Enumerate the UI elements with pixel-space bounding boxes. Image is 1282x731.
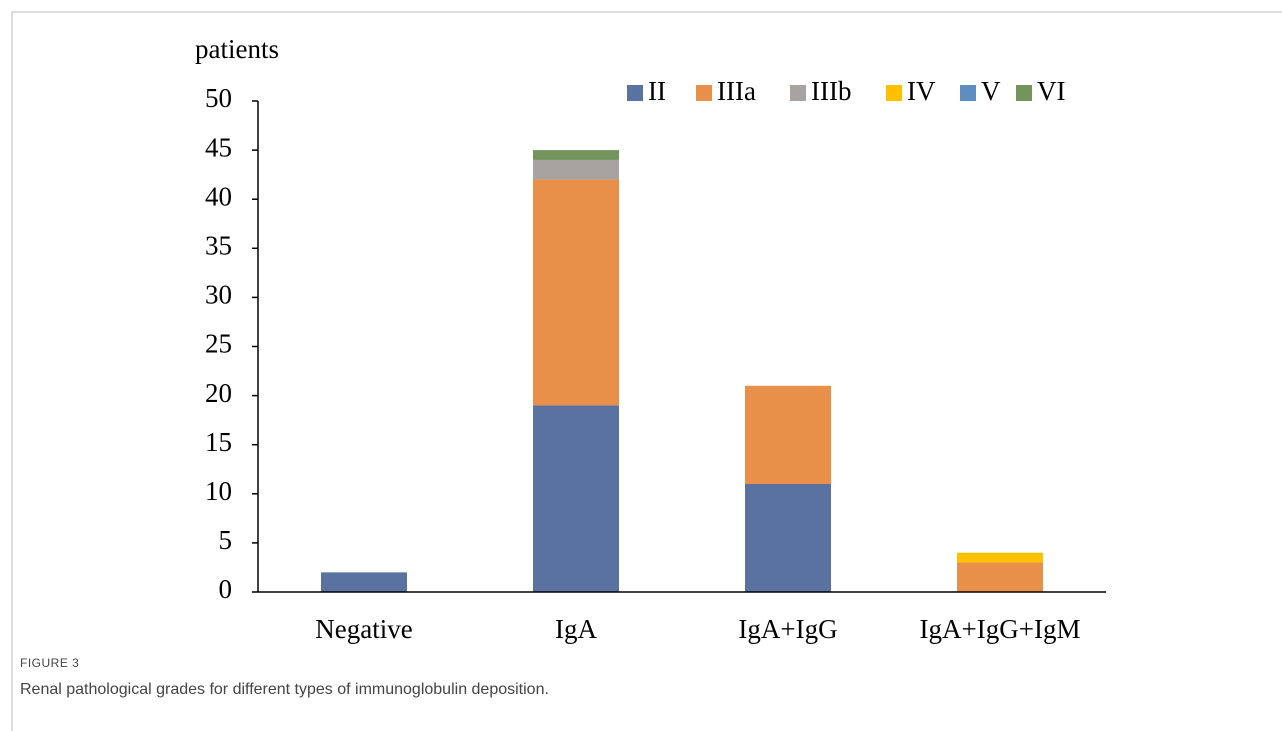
y-tick-label: 15	[205, 427, 232, 457]
x-tick-label: IgA	[555, 614, 597, 644]
figure-label: FIGURE 3	[20, 656, 79, 670]
bar-segment	[321, 572, 407, 592]
y-tick-label: 45	[205, 132, 232, 162]
legend-label: IIIa	[717, 76, 756, 106]
bar-segment	[957, 562, 1043, 592]
legend-label: II	[648, 76, 666, 106]
legend-label: V	[981, 76, 1001, 106]
y-axis-label: patients	[195, 34, 279, 64]
x-tick-label: Negative	[315, 614, 412, 644]
bar-segment	[533, 159, 619, 180]
y-tick-label: 20	[205, 378, 232, 408]
legend-swatch	[960, 85, 976, 101]
bar-segment	[533, 405, 619, 592]
legend-swatch	[790, 85, 806, 101]
caption: Renal pathological grades for different …	[20, 681, 549, 698]
legend-label: IIIb	[811, 76, 851, 106]
bar-segment	[533, 179, 619, 406]
legend-label: VI	[1037, 76, 1066, 106]
bar-segment	[745, 483, 831, 592]
y-tick-label: 40	[205, 181, 232, 211]
x-tick-label: IgA+IgG+IgM	[920, 614, 1081, 644]
bar-segment	[745, 385, 831, 484]
legend-swatch	[627, 85, 643, 101]
legend-swatch	[886, 85, 902, 101]
legend-swatch	[1016, 85, 1032, 101]
legend-swatch	[696, 85, 712, 101]
y-tick-label: 10	[205, 476, 232, 506]
y-tick-label: 0	[219, 574, 233, 604]
y-tick-label: 30	[205, 280, 232, 310]
x-tick-label: IgA+IgG	[738, 614, 837, 644]
y-tick-label: 25	[205, 329, 232, 359]
y-tick-label: 35	[205, 231, 232, 261]
legend-label: IV	[907, 76, 936, 106]
bar-segment	[533, 150, 619, 160]
y-tick-label: 50	[205, 83, 232, 113]
bar-segment	[957, 552, 1043, 563]
y-tick-label: 5	[219, 525, 233, 555]
